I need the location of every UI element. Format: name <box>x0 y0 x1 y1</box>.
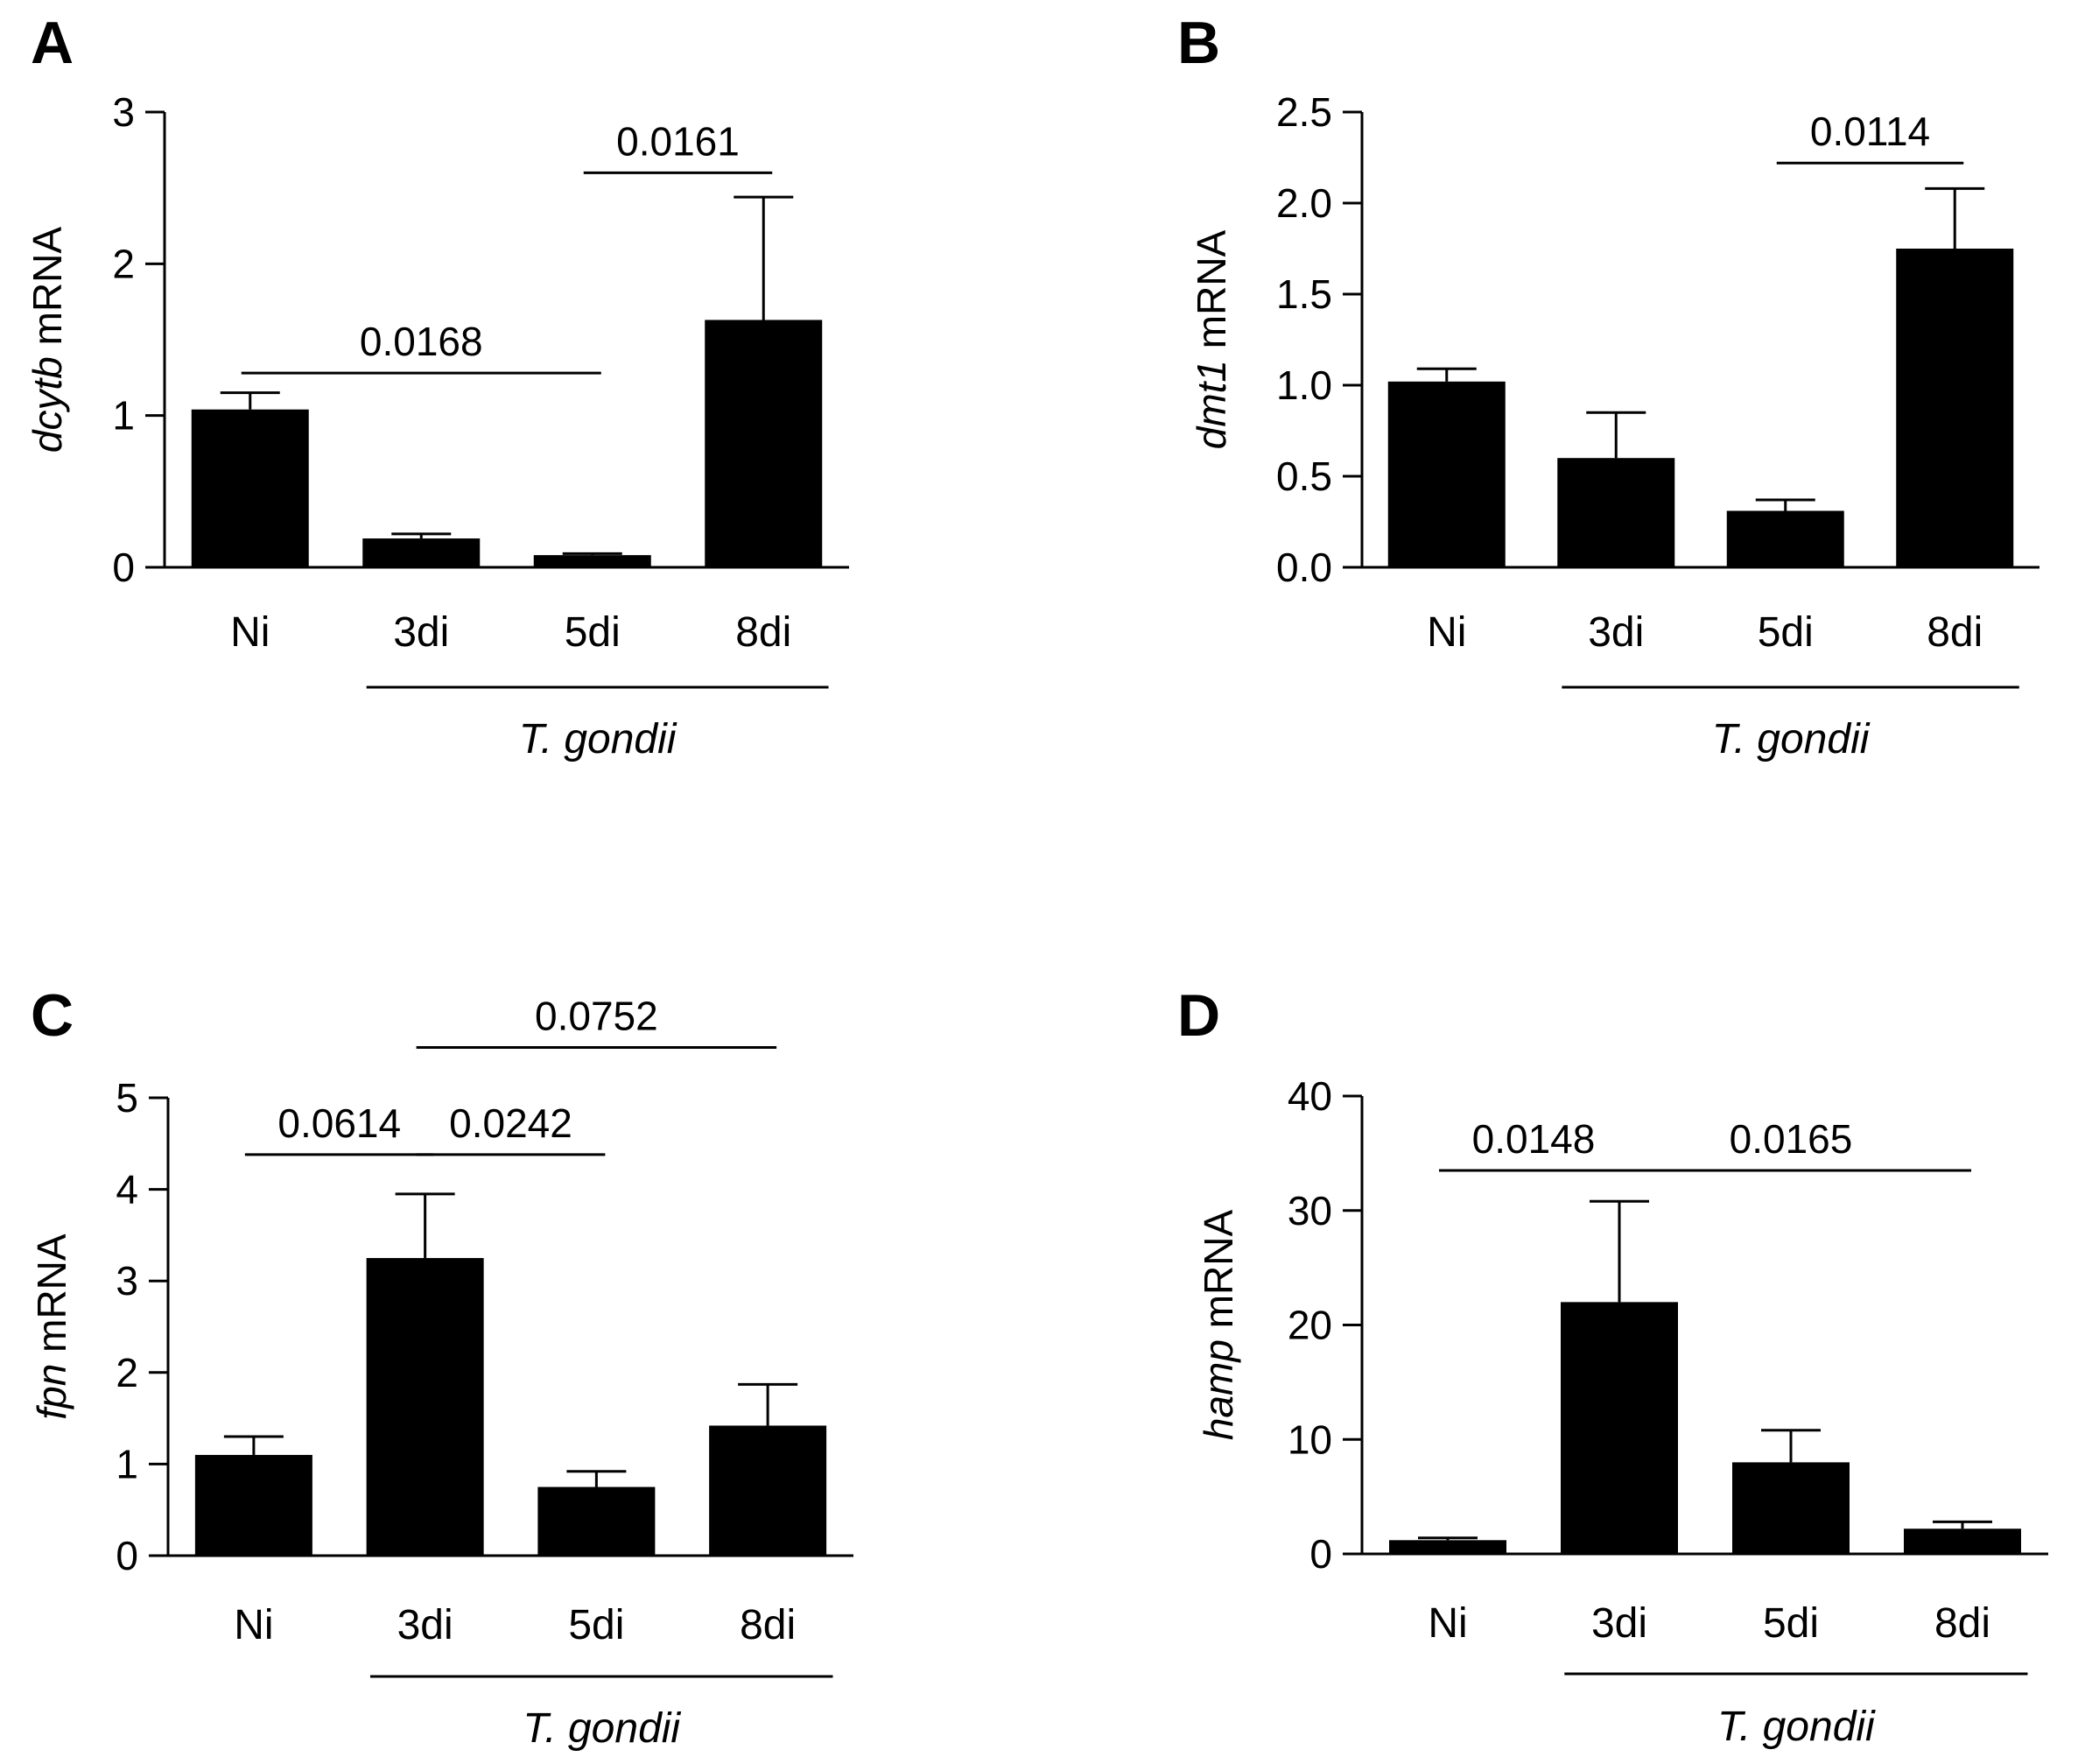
y-axis-label-unit: mRNA <box>25 227 70 357</box>
y-axis-label-gene: dmt1 <box>1189 360 1234 449</box>
y-tick-label: 20 <box>1288 1303 1332 1348</box>
y-tick-label: 1 <box>112 393 135 439</box>
y-tick-label: 1 <box>116 1441 138 1486</box>
y-axis-label-gene: fpn <box>29 1364 74 1420</box>
group-label: T. gondii <box>1712 716 1871 763</box>
y-tick-label: 0.0 <box>1276 545 1332 590</box>
bar-8di <box>1896 249 2014 567</box>
y-tick-label: 40 <box>1288 1073 1332 1119</box>
significance-p-value: 0.0161 <box>616 118 740 164</box>
y-tick-label: 2.5 <box>1276 89 1332 135</box>
x-category-label: Ni <box>1427 609 1466 656</box>
panel-letter: B <box>1177 10 1220 76</box>
x-category-label: 8di <box>740 1602 796 1648</box>
significance-p-value: 0.0168 <box>360 319 483 364</box>
bar-3di <box>1557 458 1675 567</box>
bar-ni <box>1387 381 1506 567</box>
y-axis-label-gene: hamp <box>1196 1339 1241 1440</box>
panel-letter: D <box>1177 982 1220 1049</box>
y-tick-label: 2.0 <box>1276 180 1332 226</box>
x-category-label: 3di <box>397 1602 453 1648</box>
bar-8di <box>705 320 823 567</box>
bar-3di <box>362 538 481 567</box>
bar-8di <box>1904 1529 2021 1554</box>
x-category-label: 3di <box>1591 1600 1647 1647</box>
y-tick-label: 1.0 <box>1276 362 1332 408</box>
significance-p-value: 0.0614 <box>277 1100 401 1146</box>
significance-p-value: 0.0148 <box>1472 1116 1596 1162</box>
bar-5di <box>533 555 651 567</box>
y-axis-label: hamp mRNA <box>1196 1210 1241 1441</box>
panel-b: B 0.0 0.5 1.0 1.5 2.0 2.5 dmt1 mRNA Ni 3di 5di 8di T… <box>1177 10 2039 763</box>
panel-d: D 0 10 20 30 40 hamp mRNA Ni 3di 5di 8di T. gondii 0… <box>1177 982 2048 1750</box>
x-category-label: 3di <box>393 609 449 656</box>
bar-ni <box>194 1454 312 1556</box>
panel-letter: A <box>31 10 74 76</box>
y-tick-label: 0.5 <box>1276 453 1332 499</box>
significance-p-value: 0.0165 <box>1730 1116 1853 1162</box>
y-tick-label: 10 <box>1288 1416 1332 1462</box>
bar-8di <box>709 1425 827 1556</box>
bar-ni <box>1389 1540 1506 1554</box>
y-tick-label: 1.5 <box>1276 271 1332 317</box>
x-category-label: 5di <box>565 609 621 656</box>
y-tick-label: 5 <box>116 1075 138 1121</box>
bar-3di <box>1561 1302 1678 1554</box>
y-axis-label-unit: mRNA <box>29 1233 74 1364</box>
group-label: T. gondii <box>523 1705 681 1752</box>
x-category-label: 5di <box>1758 609 1814 656</box>
bar-5di <box>537 1486 656 1556</box>
x-category-label: 8di <box>1934 1600 1990 1647</box>
bar-5di <box>1732 1462 1850 1554</box>
y-tick-label: 3 <box>116 1258 138 1304</box>
y-axis-label: dmt1 mRNA <box>1189 229 1234 449</box>
bar-ni <box>191 409 309 567</box>
bar-5di <box>1726 510 1844 567</box>
x-category-label: 8di <box>1927 609 1983 656</box>
panel-c: C 0 1 2 3 4 5 fpn mRNA Ni 3di 5di 8di T. gondii 0.061… <box>29 982 853 1752</box>
y-axis-label-unit: mRNA <box>1189 229 1234 360</box>
panel-letter: C <box>31 982 74 1049</box>
panel-a: A 0 1 2 3 dcytb mRNA Ni 3di 5di 8di T. gondii 0.016… <box>25 10 849 763</box>
group-label: T. gondii <box>519 716 677 763</box>
y-tick-label: 0 <box>1309 1531 1332 1577</box>
bar-3di <box>366 1258 484 1556</box>
y-tick-label: 3 <box>112 89 135 135</box>
x-category-label: Ni <box>230 609 270 656</box>
y-axis-label-gene: dcytb <box>25 356 70 453</box>
y-tick-label: 0 <box>116 1533 138 1578</box>
y-tick-label: 2 <box>112 241 135 286</box>
y-tick-label: 4 <box>116 1167 138 1212</box>
significance-p-value: 0.0752 <box>535 993 658 1038</box>
y-axis-label: dcytb mRNA <box>25 227 70 453</box>
x-category-label: Ni <box>234 1602 273 1648</box>
x-category-label: 3di <box>1588 609 1644 656</box>
y-axis-label: fpn mRNA <box>29 1233 74 1419</box>
y-tick-label: 2 <box>116 1350 138 1395</box>
x-category-label: 5di <box>1763 1600 1819 1647</box>
x-category-label: 8di <box>735 609 791 656</box>
y-tick-label: 30 <box>1288 1188 1332 1233</box>
x-category-label: 5di <box>568 1602 624 1648</box>
group-label: T. gondii <box>1717 1704 1876 1750</box>
y-axis-label-unit: mRNA <box>1196 1210 1241 1340</box>
significance-p-value: 0.0114 <box>1810 109 1930 154</box>
x-category-label: Ni <box>1428 1600 1467 1647</box>
y-tick-label: 0 <box>112 545 135 590</box>
significance-p-value: 0.0242 <box>449 1100 572 1146</box>
